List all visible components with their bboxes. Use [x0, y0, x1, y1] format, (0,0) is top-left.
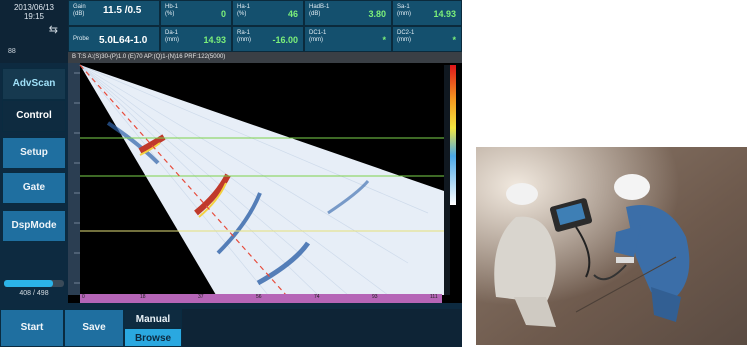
ra-cell: Ra-1 (mm) -16.00 — [232, 26, 304, 52]
ra-label: Ra-1 (mm) — [237, 30, 251, 43]
probe-cell[interactable]: Probe 5.0L64-1.0 — [68, 26, 160, 52]
hadb-label: HadB-1 (dB) — [309, 4, 330, 17]
ruler-tick-label: 0 — [82, 294, 85, 300]
ruler-tick-label: 111 — [430, 294, 438, 300]
dc1-label: DC1-1 (mm) — [309, 30, 327, 43]
mode-toggle[interactable]: Manual Browse — [124, 309, 182, 347]
hb-value: 0 — [220, 9, 226, 19]
gate-button[interactable]: Gate — [2, 172, 66, 204]
dspmode-button[interactable]: DspMode — [2, 210, 66, 242]
dc2-label: DC2-1 (mm) — [397, 30, 415, 43]
sector-scan-image — [68, 63, 456, 296]
browse-option[interactable]: Browse — [124, 328, 182, 347]
dc1-value: * — [382, 35, 386, 45]
field-inspection-photo — [476, 147, 747, 345]
probe-label: Probe — [73, 36, 90, 42]
flaw-detector-screen: 2013/06/13 19:15 ⇆ 88 Gain (dB) 11.5 /0.… — [0, 0, 462, 347]
ruler-tick-label: 18 — [140, 294, 146, 300]
da-value: 14.93 — [203, 35, 226, 45]
hb-cell: Hb-1 (%) 0 — [160, 0, 232, 26]
hadb-value: 3.80 — [368, 9, 386, 19]
amplitude-color-scale — [450, 65, 456, 205]
setup-button[interactable]: Setup — [2, 137, 66, 169]
da-cell: Da-1 (mm) 14.93 — [160, 26, 232, 52]
dc2-cell: DC2-1 (mm) * — [392, 26, 462, 52]
probe-value: 5.0L64-1.0 — [99, 35, 148, 46]
horizontal-ruler: 0 18 37 56 74 93 111 — [80, 294, 442, 303]
scan-parameters-bar: B T:S A:(S)30-(P)1.0 (E)70 AP:(Q)1-(N)16… — [68, 52, 462, 63]
advscan-button[interactable]: AdvScan — [2, 68, 66, 100]
beam-cursor-line[interactable] — [79, 64, 287, 296]
ra-value: -16.00 — [272, 35, 298, 45]
status-counter: 88 — [8, 48, 16, 55]
ha-value: 46 — [287, 9, 298, 19]
ruler-tick-label: 56 — [256, 294, 262, 300]
hadb-cell: HadB-1 (dB) 3.80 — [304, 0, 392, 26]
frame-slider[interactable] — [4, 280, 64, 287]
dc1-cell: DC1-1 (mm) * — [304, 26, 392, 52]
sector-scan-display[interactable] — [68, 63, 462, 303]
ruler-tick-label: 74 — [314, 294, 320, 300]
datetime-panel: 2013/06/13 19:15 ⇆ 88 — [0, 0, 68, 63]
save-button[interactable]: Save — [64, 309, 124, 347]
time-text: 19:15 — [23, 12, 45, 21]
sector-fan — [80, 65, 444, 295]
hb-label: Hb-1 (%) — [165, 4, 179, 17]
sa-cell: Sa-1 (mm) 14.93 — [392, 0, 462, 26]
ruler-tick-label: 93 — [372, 294, 378, 300]
gain-cell[interactable]: Gain (dB) 11.5 /0.5 — [68, 0, 160, 26]
gain-value: 11.5 /0.5 — [103, 5, 142, 16]
bottom-empty-panel — [182, 309, 462, 347]
ha-label: Ha-1 (%) — [237, 4, 251, 17]
ha-cell: Ha-1 (%) 46 — [232, 0, 304, 26]
depth-ruler — [68, 63, 80, 295]
start-button[interactable]: Start — [0, 309, 64, 347]
date-text: 2013/06/13 — [13, 3, 55, 12]
manual-option[interactable]: Manual — [124, 309, 182, 328]
dc2-value: * — [452, 35, 456, 45]
frame-counter: 408 / 498 — [19, 290, 49, 297]
ruler-tick-label: 37 — [198, 294, 204, 300]
frame-slider-fill — [4, 280, 54, 287]
indication-2 — [194, 173, 231, 216]
control-button[interactable]: Control — [2, 100, 66, 132]
da-label: Da-1 (mm) — [165, 30, 179, 43]
network-icon: ⇆ — [48, 24, 58, 36]
sa-label: Sa-1 (mm) — [397, 4, 411, 17]
gain-label: Gain (dB) — [73, 4, 86, 17]
sa-value: 14.93 — [433, 9, 456, 19]
